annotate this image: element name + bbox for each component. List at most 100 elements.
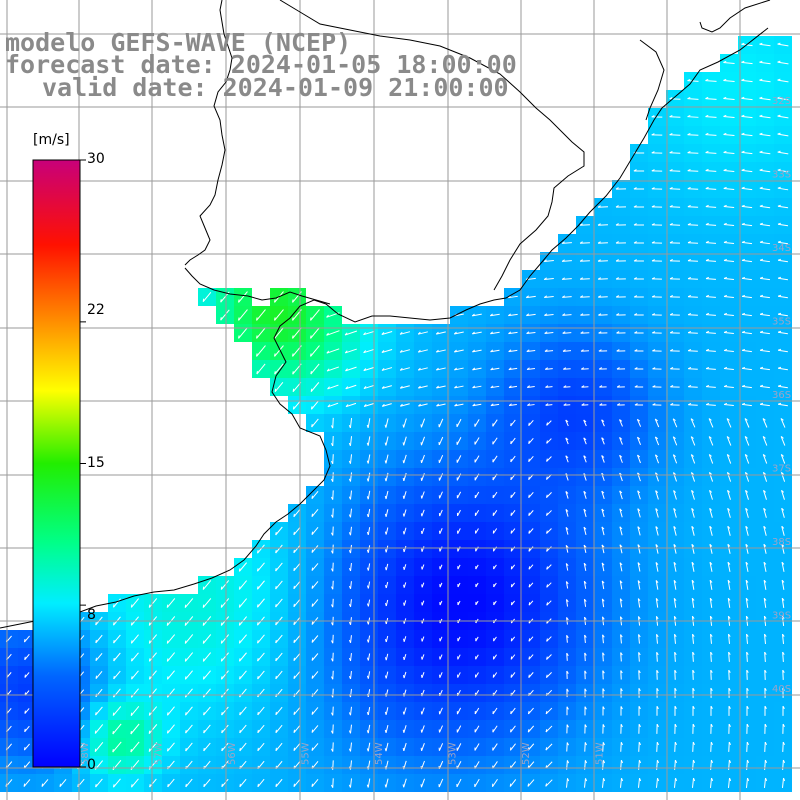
wind-arrow bbox=[367, 490, 371, 500]
title-forecast-date: forecast date: 2024-01-05 18:00:00 bbox=[5, 50, 517, 79]
wind-arrow bbox=[167, 724, 175, 734]
wind-arrow-head bbox=[528, 530, 530, 534]
wind-arrow bbox=[655, 472, 659, 482]
wind-arrow-head bbox=[581, 385, 585, 388]
wind-arrow bbox=[400, 367, 410, 371]
wind-arrow-head bbox=[584, 724, 587, 728]
wind-arrow bbox=[602, 652, 604, 662]
wind-arrow bbox=[184, 652, 194, 662]
wind-arrow bbox=[256, 345, 266, 357]
wind-arrow-head bbox=[166, 658, 169, 662]
wind-arrow bbox=[781, 544, 785, 554]
wind-arrow-head bbox=[220, 676, 223, 680]
wind-arrow-head bbox=[348, 496, 351, 500]
wind-arrow-head bbox=[546, 458, 548, 462]
wind-arrow bbox=[687, 152, 699, 154]
wind-arrow bbox=[311, 671, 319, 679]
wind-arrow bbox=[777, 61, 789, 65]
wind-arrow-head bbox=[687, 276, 691, 280]
wind-arrow bbox=[492, 437, 498, 445]
wind-arrow bbox=[490, 313, 500, 317]
wind-arrow-head bbox=[221, 712, 223, 716]
wind-arrow-head bbox=[293, 513, 295, 517]
wind-arrow-head bbox=[741, 258, 746, 261]
wind-arrow bbox=[403, 671, 407, 679]
wind-arrow-head bbox=[764, 705, 767, 709]
wind-arrow-head bbox=[130, 730, 132, 735]
wind-arrow bbox=[583, 581, 587, 589]
wind-arrow-head bbox=[723, 78, 727, 81]
wind-arrow-head bbox=[690, 436, 694, 439]
wind-arrow bbox=[167, 742, 175, 752]
wind-arrow bbox=[385, 563, 389, 571]
wind-arrow bbox=[439, 509, 443, 517]
wind-arrow bbox=[759, 223, 771, 227]
wind-arrow bbox=[580, 224, 590, 226]
wind-arrow bbox=[655, 562, 659, 572]
wind-arrow bbox=[778, 385, 788, 389]
wind-arrow bbox=[672, 436, 678, 446]
wind-arrow bbox=[438, 778, 444, 788]
wind-arrow-head bbox=[652, 331, 656, 334]
wind-arrow-head bbox=[256, 353, 258, 357]
wind-arrow-head bbox=[656, 634, 659, 638]
wind-arrow-head bbox=[745, 471, 748, 475]
wind-arrow bbox=[257, 562, 265, 572]
wind-arrow-head bbox=[633, 241, 637, 244]
wind-arrow-head bbox=[528, 476, 530, 480]
wind-arrow-head bbox=[727, 615, 731, 619]
wind-arrow bbox=[706, 314, 716, 316]
wind-arrow-head bbox=[691, 615, 695, 619]
wind-arrow-head bbox=[384, 711, 387, 715]
wind-arrow-head bbox=[257, 693, 259, 698]
wind-arrow bbox=[691, 526, 695, 536]
wind-arrow-head bbox=[777, 258, 782, 261]
wind-arrow bbox=[527, 743, 535, 751]
wind-arrow-head bbox=[777, 150, 781, 153]
wind-arrow-head bbox=[565, 455, 569, 459]
wind-arrow-head bbox=[403, 602, 405, 606]
wind-arrow bbox=[185, 742, 193, 752]
wind-arrow-head bbox=[130, 604, 133, 608]
wind-arrow bbox=[619, 437, 623, 445]
wind-arrow-head bbox=[348, 712, 351, 716]
wind-arrow-head bbox=[782, 633, 785, 637]
wind-arrow-head bbox=[651, 151, 655, 154]
wind-arrow bbox=[167, 706, 175, 716]
wind-arrow bbox=[637, 526, 641, 536]
wind-arrow-head bbox=[673, 597, 677, 601]
wind-arrow-head bbox=[454, 385, 458, 389]
wind-arrow-head bbox=[709, 597, 713, 601]
wind-arrow bbox=[545, 707, 553, 715]
wind-arrow-head bbox=[527, 747, 530, 751]
wind-arrow-head bbox=[723, 312, 728, 315]
wind-arrow bbox=[619, 562, 623, 572]
wind-arrow bbox=[777, 205, 789, 209]
wind-arrow bbox=[367, 742, 371, 752]
wind-arrow bbox=[673, 490, 677, 500]
wind-arrow-head bbox=[436, 385, 439, 389]
wind-arrow bbox=[275, 634, 283, 644]
wind-arrow bbox=[672, 454, 678, 464]
wind-arrow bbox=[400, 385, 410, 389]
wind-arrow bbox=[759, 97, 771, 101]
wind-arrow-head bbox=[565, 545, 569, 548]
wind-arrow bbox=[745, 544, 749, 554]
wind-arrow-head bbox=[330, 460, 334, 465]
wind-arrow bbox=[274, 309, 284, 321]
wind-arrow bbox=[741, 187, 753, 191]
wind-arrow-head bbox=[113, 657, 115, 662]
wind-arrow-head bbox=[691, 597, 695, 601]
wind-arrow bbox=[472, 367, 482, 371]
wind-arrow bbox=[367, 599, 371, 607]
wind-arrow bbox=[562, 296, 572, 298]
wind-arrow-head bbox=[239, 783, 241, 787]
wind-arrow-head bbox=[777, 60, 781, 63]
wind-arrow bbox=[350, 544, 352, 554]
wind-arrow-head bbox=[546, 602, 549, 606]
wind-arrow bbox=[385, 509, 389, 517]
wind-arrow-head bbox=[710, 723, 713, 727]
wind-arrow-head bbox=[565, 581, 569, 585]
wind-arrow-head bbox=[562, 349, 566, 352]
wind-arrow-head bbox=[741, 240, 745, 243]
